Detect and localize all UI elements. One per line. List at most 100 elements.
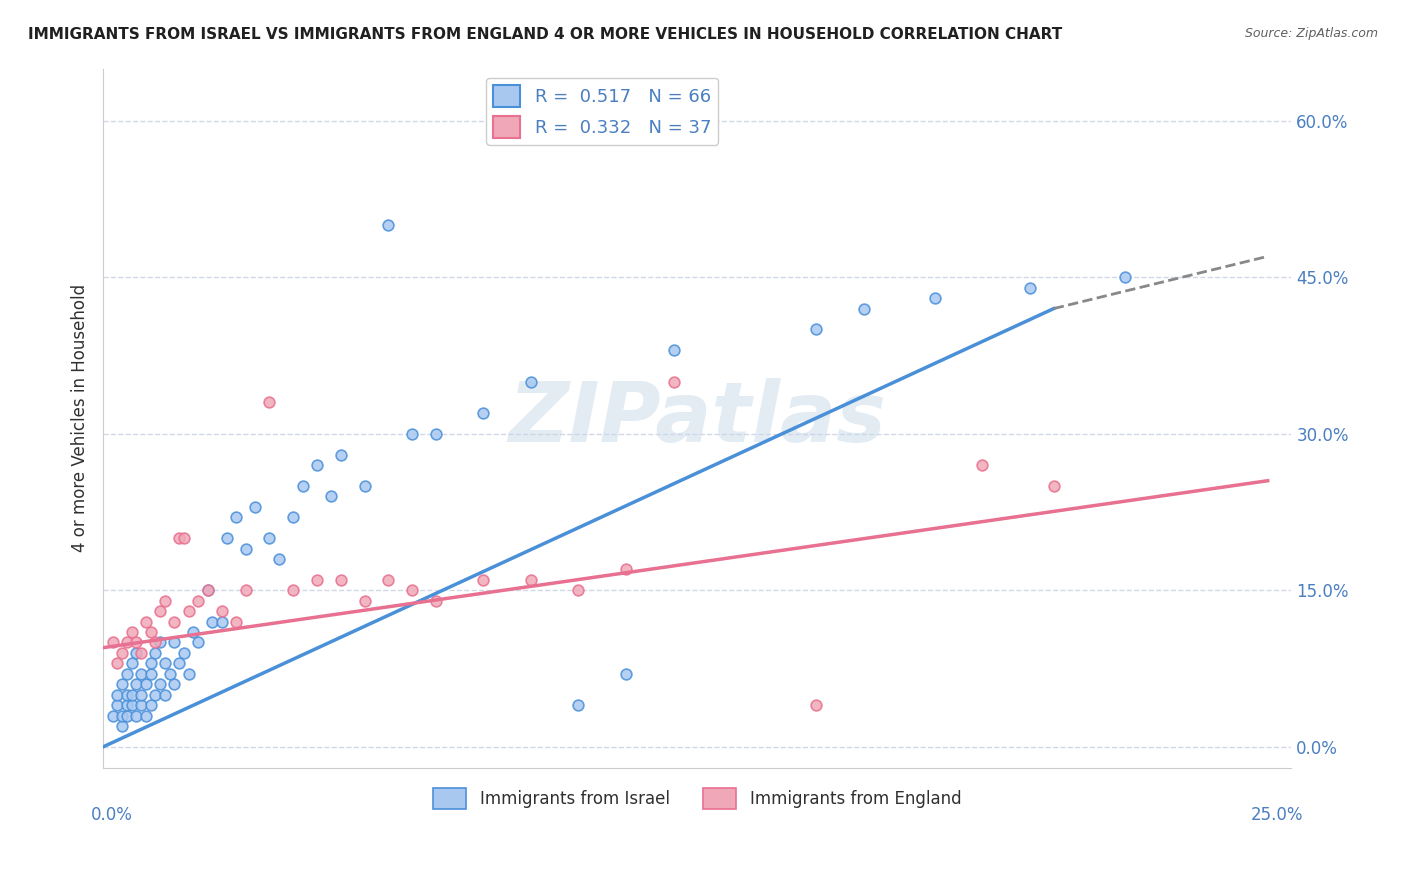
- Point: [201, 615, 224, 629]
- Point: [924, 291, 946, 305]
- Point: [105, 688, 128, 702]
- Text: ZIPatlas: ZIPatlas: [509, 377, 886, 458]
- Point: [187, 593, 209, 607]
- Legend: Immigrants from Israel, Immigrants from England: Immigrants from Israel, Immigrants from …: [426, 781, 969, 815]
- Point: [153, 593, 176, 607]
- Point: [115, 666, 138, 681]
- Y-axis label: 4 or more Vehicles in Household: 4 or more Vehicles in Household: [72, 284, 89, 552]
- Point: [135, 677, 157, 691]
- Point: [101, 635, 124, 649]
- Point: [245, 500, 267, 514]
- Point: [125, 708, 148, 723]
- Point: [139, 625, 162, 640]
- Point: [425, 426, 447, 441]
- Point: [852, 301, 875, 316]
- Point: [149, 677, 172, 691]
- Point: [267, 552, 290, 566]
- Point: [283, 510, 305, 524]
- Point: [804, 322, 827, 336]
- Point: [520, 375, 543, 389]
- Point: [177, 604, 200, 618]
- Point: [321, 489, 343, 503]
- Point: [173, 531, 195, 545]
- Point: [139, 698, 162, 712]
- Point: [111, 708, 134, 723]
- Point: [149, 604, 172, 618]
- Point: [259, 395, 281, 409]
- Point: [1042, 479, 1064, 493]
- Point: [211, 604, 233, 618]
- Point: [329, 448, 352, 462]
- Point: [125, 635, 148, 649]
- Point: [291, 479, 314, 493]
- Point: [305, 573, 328, 587]
- Point: [145, 688, 167, 702]
- Point: [425, 593, 447, 607]
- Point: [163, 635, 186, 649]
- Point: [401, 426, 423, 441]
- Point: [177, 666, 200, 681]
- Point: [111, 719, 134, 733]
- Point: [145, 646, 167, 660]
- Point: [153, 657, 176, 671]
- Point: [211, 615, 233, 629]
- Point: [125, 677, 148, 691]
- Text: IMMIGRANTS FROM ISRAEL VS IMMIGRANTS FROM ENGLAND 4 OR MORE VEHICLES IN HOUSEHOL: IMMIGRANTS FROM ISRAEL VS IMMIGRANTS FRO…: [28, 27, 1063, 42]
- Point: [472, 406, 495, 420]
- Point: [329, 573, 352, 587]
- Point: [173, 646, 195, 660]
- Point: [614, 666, 637, 681]
- Point: [614, 562, 637, 576]
- Point: [121, 625, 143, 640]
- Point: [567, 698, 589, 712]
- Point: [115, 688, 138, 702]
- Point: [377, 218, 399, 232]
- Point: [163, 677, 186, 691]
- Point: [353, 479, 375, 493]
- Point: [520, 573, 543, 587]
- Point: [149, 635, 172, 649]
- Point: [163, 615, 186, 629]
- Point: [197, 583, 219, 598]
- Point: [235, 583, 257, 598]
- Point: [215, 531, 238, 545]
- Point: [115, 635, 138, 649]
- Point: [115, 698, 138, 712]
- Point: [125, 646, 148, 660]
- Point: [115, 708, 138, 723]
- Point: [121, 657, 143, 671]
- Point: [1019, 280, 1042, 294]
- Point: [153, 688, 176, 702]
- Point: [135, 708, 157, 723]
- Point: [105, 657, 128, 671]
- Point: [401, 583, 423, 598]
- Point: [283, 583, 305, 598]
- Point: [353, 593, 375, 607]
- Text: Source: ZipAtlas.com: Source: ZipAtlas.com: [1244, 27, 1378, 40]
- Point: [101, 708, 124, 723]
- Point: [121, 688, 143, 702]
- Point: [121, 698, 143, 712]
- Point: [377, 573, 399, 587]
- Point: [197, 583, 219, 598]
- Point: [129, 646, 152, 660]
- Point: [129, 666, 152, 681]
- Point: [305, 458, 328, 472]
- Point: [167, 531, 190, 545]
- Point: [111, 677, 134, 691]
- Point: [159, 666, 181, 681]
- Point: [225, 615, 247, 629]
- Point: [972, 458, 994, 472]
- Point: [105, 698, 128, 712]
- Point: [167, 657, 190, 671]
- Point: [662, 375, 685, 389]
- Point: [129, 688, 152, 702]
- Point: [145, 635, 167, 649]
- Point: [139, 657, 162, 671]
- Point: [259, 531, 281, 545]
- Point: [139, 666, 162, 681]
- Point: [129, 698, 152, 712]
- Point: [662, 343, 685, 358]
- Text: 25.0%: 25.0%: [1251, 806, 1303, 824]
- Point: [111, 646, 134, 660]
